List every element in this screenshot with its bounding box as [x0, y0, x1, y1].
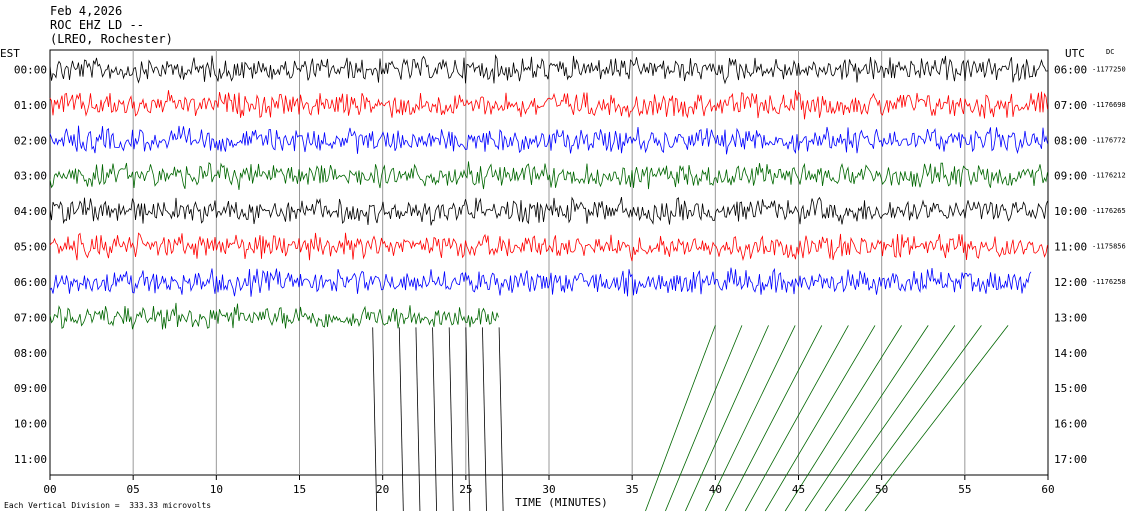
x-tick-label: 45 — [792, 483, 805, 496]
est-row-label: 08:00 — [14, 347, 47, 360]
dc-label: DC — [1106, 48, 1115, 56]
seismic-trace — [49, 90, 1048, 120]
dc-offset-label: -1176265 — [1092, 207, 1126, 215]
trace-gap-line — [645, 325, 716, 512]
x-tick-label: 60 — [1041, 483, 1054, 496]
utc-row-label: 11:00 — [1054, 241, 1087, 254]
station-code: ROC EHZ LD -- — [50, 18, 144, 32]
trace-gap-line — [724, 325, 823, 512]
trace-gap-line — [465, 327, 471, 512]
utc-row-label: 10:00 — [1054, 205, 1087, 218]
est-row-label: 07:00 — [14, 311, 47, 324]
x-tick-label: 25 — [459, 483, 472, 496]
utc-row-label: 16:00 — [1054, 418, 1087, 431]
trace-gap-line — [482, 327, 487, 512]
x-tick-label: 05 — [127, 483, 140, 496]
plot-date: Feb 4,2026 — [50, 4, 123, 18]
est-row-label: 03:00 — [14, 170, 47, 183]
x-tick-label: 10 — [210, 483, 223, 496]
trace-gap-line — [372, 327, 378, 512]
trace-gap-line — [665, 325, 743, 512]
dc-offset-label: -1175856 — [1092, 243, 1126, 251]
trace-gap-line — [864, 325, 1009, 512]
seismic-trace — [49, 302, 499, 330]
utc-row-label: 12:00 — [1054, 276, 1087, 289]
trace-gap-line — [844, 325, 982, 512]
grid-layer — [49, 49, 1049, 480]
dc-offset-label: -1176258 — [1092, 278, 1126, 286]
est-row-label: 06:00 — [14, 276, 47, 289]
x-tick-label: 30 — [542, 483, 555, 496]
utc-row-label: 06:00 — [1054, 63, 1087, 76]
station-location: (LREO, Rochester) — [50, 32, 173, 46]
est-row-label: 04:00 — [14, 205, 47, 218]
trace-gap-line — [824, 325, 956, 512]
utc-row-label: 08:00 — [1054, 134, 1087, 147]
seismic-trace — [49, 161, 1048, 190]
est-row-label: 11:00 — [14, 453, 47, 466]
utc-row-label: 17:00 — [1054, 453, 1087, 466]
dc-offset-label: -1176212 — [1092, 172, 1126, 180]
trace-gap-line — [804, 325, 929, 512]
trace-gap-line — [704, 325, 796, 512]
x-tick-label: 50 — [875, 483, 888, 496]
seismic-trace — [49, 196, 1048, 226]
trace-gap-line — [744, 325, 849, 512]
x-tick-label: 55 — [958, 483, 971, 496]
est-row-label: 05:00 — [14, 241, 47, 254]
trace-layer — [49, 54, 1048, 512]
seismic-trace — [49, 125, 1048, 155]
trace-gap-line — [685, 325, 769, 512]
x-tick-label: 40 — [709, 483, 722, 496]
est-row-label: 09:00 — [14, 382, 47, 395]
label-layer: 00 05 10 15 20 25 30 35 40 45 50 55 60 00:00 06:00 -117… — [14, 63, 1126, 496]
trace-gap-line — [498, 327, 504, 512]
est-row-label: 10:00 — [14, 418, 47, 431]
trace-gap-line — [448, 327, 454, 512]
seismic-trace — [49, 267, 1032, 297]
utc-row-label: 07:00 — [1054, 99, 1087, 112]
est-label: EST — [0, 47, 20, 60]
trace-gap-line — [784, 325, 902, 512]
est-row-label: 00:00 — [14, 63, 47, 76]
dc-offset-label: -1176772 — [1092, 136, 1126, 144]
x-tick-label: 00 — [43, 483, 56, 496]
utc-row-label: 13:00 — [1054, 311, 1087, 324]
trace-gap-line — [764, 325, 876, 512]
est-row-label: 02:00 — [14, 134, 47, 147]
x-axis-title: TIME (MINUTES) — [515, 496, 608, 509]
trace-gap-line — [432, 327, 437, 512]
est-row-label: 01:00 — [14, 99, 47, 112]
x-tick-label: 20 — [376, 483, 389, 496]
utc-label: UTC — [1065, 47, 1085, 60]
utc-row-label: 15:00 — [1054, 382, 1087, 395]
dc-offset-label: -1177250 — [1092, 65, 1126, 73]
dc-offset-label: -1176698 — [1092, 101, 1126, 109]
trace-gap-line — [398, 327, 404, 512]
seismic-trace — [49, 54, 1048, 85]
seismic-trace — [49, 232, 1048, 262]
utc-row-label: 09:00 — [1054, 170, 1087, 183]
trace-gap-line — [415, 327, 421, 512]
scale-footnote: Each Vertical Division = 333.33 microvol… — [4, 501, 212, 510]
x-tick-label: 35 — [626, 483, 639, 496]
x-tick-label: 15 — [293, 483, 306, 496]
utc-row-label: 14:00 — [1054, 347, 1087, 360]
